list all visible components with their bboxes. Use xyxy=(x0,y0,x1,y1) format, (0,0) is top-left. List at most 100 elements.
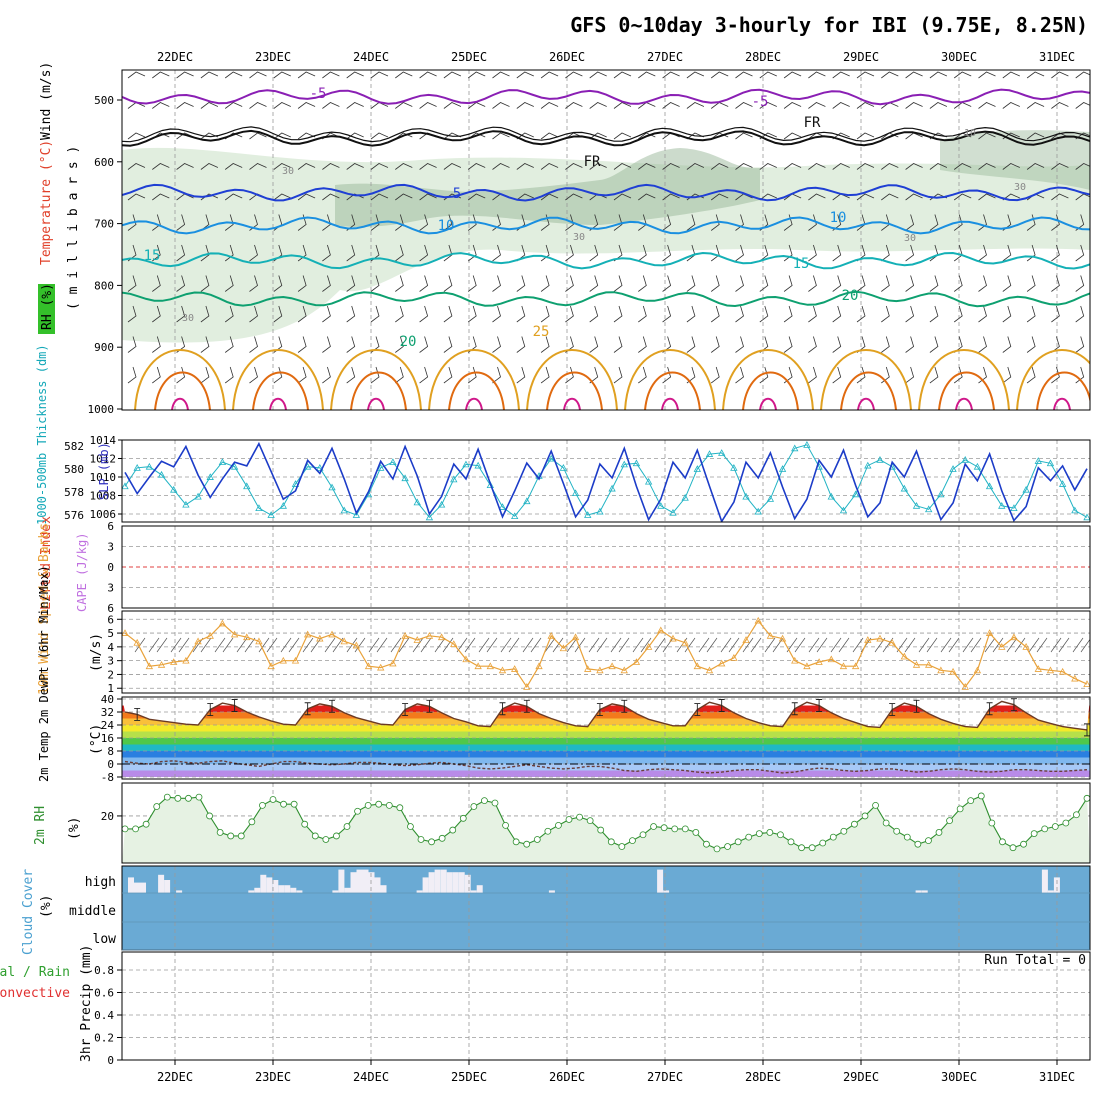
barb-74 xyxy=(953,102,972,109)
wind10-point-3 xyxy=(157,660,166,668)
cloud-gap-24 xyxy=(266,877,273,893)
cloud-gap-29 xyxy=(296,890,303,893)
barb-218 xyxy=(565,214,574,231)
rh-point-31 xyxy=(449,826,457,834)
cloud-gap-21 xyxy=(248,890,255,893)
barb-293 xyxy=(443,275,453,292)
rh-point-33 xyxy=(470,803,478,810)
barb-316 xyxy=(1002,275,1012,292)
thickness-point-41 xyxy=(620,460,628,468)
wind10-point-10 xyxy=(243,633,251,641)
wind10-barb-33 xyxy=(860,637,886,653)
wind10-point-46 xyxy=(681,638,689,646)
barb-359 xyxy=(1075,305,1085,323)
cloud-gap-58 xyxy=(470,890,477,893)
barb-326 xyxy=(273,305,283,323)
barb-252 xyxy=(419,244,429,262)
barb-109 xyxy=(832,132,850,140)
barb-225 xyxy=(735,214,744,231)
rh-point-64 xyxy=(798,844,805,852)
wind10-barb-17 xyxy=(508,637,534,653)
wind10-point-74 xyxy=(1022,643,1030,650)
barb-32 xyxy=(905,71,923,79)
ytick-label-0: 20 xyxy=(101,810,114,823)
barb-302 xyxy=(662,275,672,292)
barb-407 xyxy=(297,366,307,384)
rh-band-dark xyxy=(335,148,760,228)
rh-point-1 xyxy=(132,825,139,833)
wind10-point-40 xyxy=(608,662,616,670)
barb-122 xyxy=(176,163,194,170)
barb-70 xyxy=(856,102,875,109)
temperature-axis-label: Temperature (°C) xyxy=(39,140,54,265)
thickness-point-69 xyxy=(961,455,969,463)
rh-point-37 xyxy=(512,838,520,846)
barb-147 xyxy=(783,163,802,170)
barb-132 xyxy=(419,163,437,170)
barb-202 xyxy=(176,214,186,231)
barb-3 xyxy=(200,71,219,79)
temp-errbar-47 xyxy=(694,703,701,717)
barb-46 xyxy=(273,102,291,109)
barb-303 xyxy=(686,275,696,292)
rh-point-39 xyxy=(533,836,541,843)
barb-135 xyxy=(492,163,510,170)
rh-point-47 xyxy=(618,843,626,850)
rh-point-56 xyxy=(713,845,721,853)
thickness-point-38 xyxy=(584,511,592,518)
cloud-gap-22 xyxy=(254,887,261,893)
rh-point-68 xyxy=(840,827,848,835)
thickness-point-59 xyxy=(839,506,848,514)
pressure-ticks: 500 600 700 800 900 1000 xyxy=(88,94,122,416)
lifted-index-label: Lifted Index xyxy=(39,516,54,610)
thickness-point-5 xyxy=(182,500,190,508)
wind10-barb-32 xyxy=(838,637,864,653)
temp-errbar-49 xyxy=(718,699,725,712)
wind10m-frame xyxy=(121,610,1091,694)
barb-322 xyxy=(176,305,186,323)
barb-397 xyxy=(1026,336,1036,353)
thickness-point-61 xyxy=(864,461,872,469)
isotherm-label-5: 10 xyxy=(438,218,455,234)
date-bottom-27DEC: 27DEC xyxy=(647,1070,683,1084)
cloud-gap-50 xyxy=(422,877,429,893)
thickness-point-60 xyxy=(851,490,860,498)
thickness-point-45 xyxy=(669,508,677,516)
barb-403 xyxy=(200,366,210,384)
barb-408 xyxy=(322,366,331,384)
date-bottom-29DEC: 29DEC xyxy=(843,1070,879,1084)
thickness-point-27 xyxy=(450,475,458,483)
thickness-point-39 xyxy=(596,507,604,515)
rh-point-19 xyxy=(322,836,330,843)
cloud-units: (%) xyxy=(39,895,54,918)
barb-198 xyxy=(1051,193,1069,201)
thickness-point-25 xyxy=(425,513,434,521)
barb-68 xyxy=(808,102,826,109)
rh-axis-label: RH (%) xyxy=(40,283,55,330)
barb-338 xyxy=(565,305,574,323)
hot-arc-4 xyxy=(546,371,603,410)
wind10-point-73 xyxy=(1010,633,1018,641)
temp-errbar-65 xyxy=(913,699,920,713)
cloud-gap-39 xyxy=(356,869,363,893)
hot-arc-3 xyxy=(448,371,505,410)
barb-126 xyxy=(273,163,291,170)
date-top-27DEC: 27DEC xyxy=(647,50,683,64)
rh-point-2 xyxy=(142,820,150,828)
barb-275 xyxy=(978,244,987,262)
ytick-label-0: 500 xyxy=(94,94,114,107)
rh-band-dark-right xyxy=(940,130,1090,190)
barb-72 xyxy=(905,102,923,109)
pressure-units-label: ( m i l l i b a r s ) xyxy=(66,146,81,310)
barb-130 xyxy=(370,163,389,170)
barb-151 xyxy=(881,163,899,170)
thickness-point-1 xyxy=(133,464,141,471)
thickness-point-75 xyxy=(1034,457,1042,464)
cloud-gap-7 xyxy=(164,880,171,893)
wind10-point-78 xyxy=(1071,674,1079,682)
temp-band-6 xyxy=(122,744,1090,751)
temp-errbar-23 xyxy=(402,703,409,717)
wind10-point-58 xyxy=(827,655,835,663)
isotherm-label-6: 10 xyxy=(830,210,847,226)
barb-406 xyxy=(273,366,283,384)
